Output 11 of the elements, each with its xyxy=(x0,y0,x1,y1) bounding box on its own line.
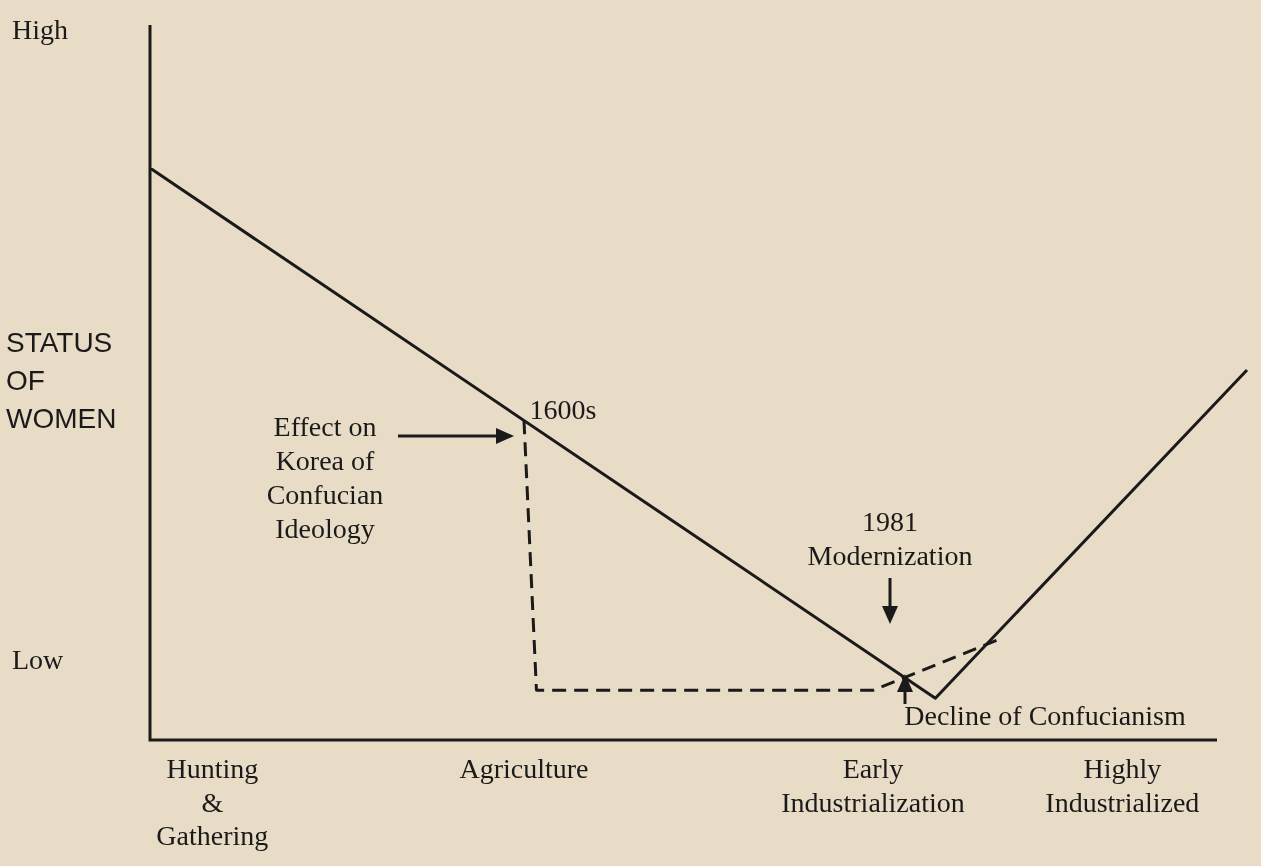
text: Low xyxy=(12,644,65,676)
x-tick-label: Agriculture xyxy=(459,753,589,785)
x-tick-label: Early Industrialization xyxy=(781,753,965,818)
annotation: 1600s xyxy=(529,394,597,426)
annotation: 1981 Modernization xyxy=(807,506,973,572)
y-axis-title: STATUS OF WOMEN xyxy=(6,326,117,434)
x-tick-label: Highly Industrialized xyxy=(1045,753,1200,818)
annotation: Effect on Korea of Confucian Ideology xyxy=(266,411,384,545)
x-tick-label: Hunting & Gathering xyxy=(156,753,269,852)
text: High xyxy=(12,14,68,46)
annotation: Decline of Confucianism xyxy=(904,700,1186,732)
